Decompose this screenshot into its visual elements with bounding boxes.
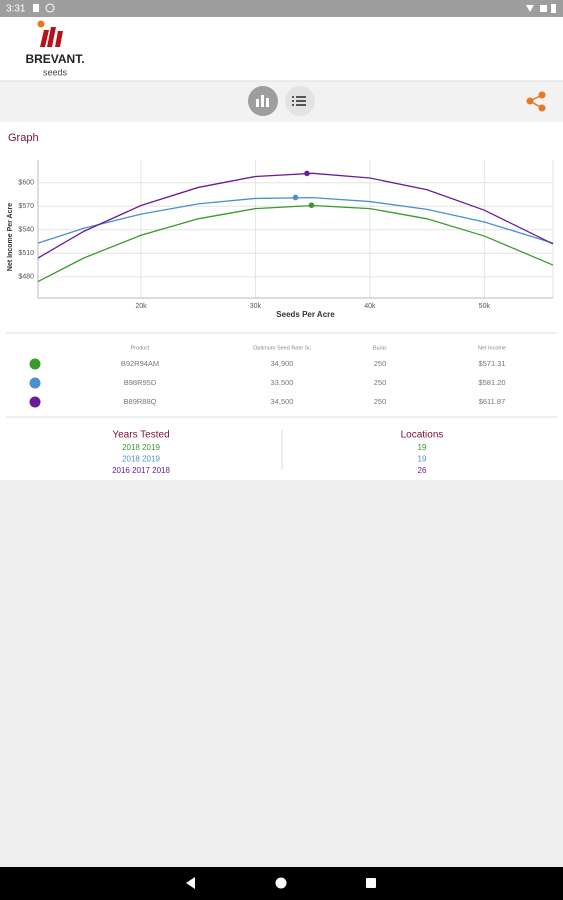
locations-count: 19 <box>418 455 427 464</box>
share-button[interactable] <box>526 91 546 112</box>
optimum-marker <box>304 170 310 177</box>
x-tick-label: 20k <box>135 303 147 310</box>
column-header: Optimum Seed Rate Sc <box>253 345 311 351</box>
status-icon <box>45 3 55 13</box>
recents-button[interactable] <box>366 878 376 888</box>
table-cell: $611.87 <box>479 397 506 406</box>
years-tested: 2016 2017 2018 <box>112 466 170 475</box>
legend-swatch <box>29 358 41 370</box>
results-table: Product Optimum Seed Rate Sc Bu/ac Net Inco… <box>29 345 506 408</box>
table-cell: B98R95D <box>124 378 157 387</box>
column-header: Bu/ac <box>373 345 387 351</box>
x-tick-label: 30k <box>250 303 262 310</box>
optimum-marker <box>292 194 299 201</box>
y-tick-label: $540 <box>18 227 34 234</box>
logo-dot <box>37 20 45 28</box>
optimum-marker <box>308 202 315 209</box>
toolbar <box>0 81 563 122</box>
list-icon <box>292 96 306 106</box>
column-header: Product <box>131 345 150 351</box>
table-cell: $581.20 <box>478 378 505 387</box>
summary-heading: Locations <box>401 430 444 441</box>
table-cell: 33,500 <box>271 378 294 387</box>
share-lines <box>528 94 543 109</box>
chart: $480 $510 $540 $570 $600 20k 30k 40k 50k Seeds Pe… <box>7 160 554 319</box>
battery-icon <box>551 4 556 13</box>
series-line <box>37 196 554 244</box>
x-axis-title: Seeds Per Acre <box>276 310 335 319</box>
status-time: 3:31 <box>6 4 26 15</box>
series-line <box>37 172 554 259</box>
legend-swatch <box>29 396 41 408</box>
brand-sub: seeds <box>43 67 68 77</box>
x-tick-label: 50k <box>479 303 491 310</box>
legend-swatch <box>29 377 41 389</box>
table-cell: $571.31 <box>478 359 505 368</box>
years-tested: 2018 2019 <box>122 455 160 464</box>
app-header <box>0 17 563 81</box>
y-tick-label: $510 <box>18 250 34 257</box>
summary-heading: Years Tested <box>112 430 169 441</box>
y-tick-label: $600 <box>18 180 34 187</box>
back-button[interactable] <box>186 877 195 889</box>
logo-mark <box>40 27 63 47</box>
series-line <box>37 204 554 283</box>
y-tick-label: $480 <box>18 274 34 281</box>
locations-count: 19 <box>418 443 427 452</box>
y-tick-label: $570 <box>18 203 34 210</box>
table-cell: B89R88Q <box>124 397 157 406</box>
x-tick-label: 40k <box>364 303 376 310</box>
wifi-icon <box>526 5 534 12</box>
home-button[interactable] <box>275 877 287 889</box>
table-cell: 250 <box>374 397 387 406</box>
signal-icon <box>540 5 547 12</box>
years-tested: 2018 2019 <box>122 443 160 452</box>
summary: Years Tested Locations 2018 2019 19 2018 201… <box>112 430 443 475</box>
table-cell: B92R94AM <box>121 359 159 368</box>
table-cell: 250 <box>374 359 387 368</box>
brand-name: BREVANT. <box>25 52 84 66</box>
content-card <box>0 122 563 480</box>
y-axis-title: Net Income Per Acre <box>7 203 14 271</box>
locations-count: 26 <box>418 466 427 475</box>
section-title: Graph <box>8 132 39 144</box>
empty-area <box>0 480 563 867</box>
table-cell: 34,500 <box>271 397 294 406</box>
column-header: Net Income <box>478 345 506 351</box>
table-cell: 34,900 <box>271 359 294 368</box>
table-cell: 250 <box>374 378 387 387</box>
status-bar <box>0 0 563 17</box>
graph-icon <box>256 95 269 107</box>
status-icon <box>33 4 39 12</box>
